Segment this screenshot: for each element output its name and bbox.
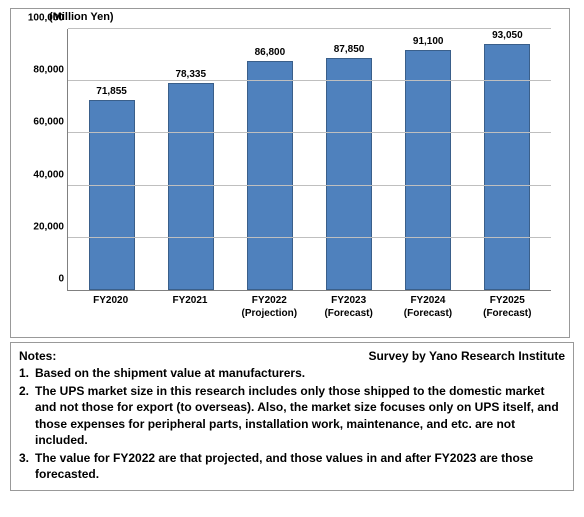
grid-line <box>68 28 551 29</box>
bar-group: 86,800 <box>233 47 307 290</box>
note-text: The UPS market size in this research inc… <box>35 383 565 448</box>
bar <box>405 50 451 291</box>
note-item: 1.Based on the shipment value at manufac… <box>19 365 565 381</box>
bar-group: 93,050 <box>470 30 544 290</box>
y-tick-label: 20,000 <box>16 221 64 232</box>
bar-value-label: 93,050 <box>492 30 523 41</box>
y-tick-label: 60,000 <box>16 117 64 128</box>
x-tick-label: FY2022(Projection) <box>232 293 306 333</box>
grid-line <box>68 185 551 186</box>
bar-group: 91,100 <box>391 36 465 291</box>
bar-value-label: 71,855 <box>96 86 127 97</box>
note-number: 1. <box>19 365 35 381</box>
note-number: 3. <box>19 450 35 482</box>
x-tick-label: FY2023(Forecast) <box>312 293 386 333</box>
x-tick-label: FY2025(Forecast) <box>470 293 544 333</box>
grid-line <box>68 80 551 81</box>
note-number: 2. <box>19 383 35 448</box>
note-text: The value for FY2022 are that projected,… <box>35 450 565 482</box>
grid-line <box>68 237 551 238</box>
y-tick-label: 0 <box>16 274 64 285</box>
bar-value-label: 78,335 <box>175 69 206 80</box>
grid-line <box>68 132 551 133</box>
bar-value-label: 91,100 <box>413 36 444 47</box>
y-tick-label: 40,000 <box>16 169 64 180</box>
note-text: Based on the shipment value at manufactu… <box>35 365 565 381</box>
y-tick-label: 100,000 <box>16 13 64 24</box>
chart-plot-area: 71,85578,33586,80087,85091,10093,050 020… <box>67 29 551 291</box>
x-labels-container: FY2020FY2021FY2022(Projection)FY2023(For… <box>67 293 551 333</box>
x-tick-label: FY2024(Forecast) <box>391 293 465 333</box>
note-item: 3.The value for FY2022 are that projecte… <box>19 450 565 482</box>
note-item: 2.The UPS market size in this research i… <box>19 383 565 448</box>
bar <box>168 83 214 290</box>
bar-value-label: 86,800 <box>255 47 286 58</box>
bar-group: 71,855 <box>75 86 149 290</box>
bar-value-label: 87,850 <box>334 44 365 55</box>
bar <box>326 58 372 290</box>
chart-frame: (Million Yen) 71,85578,33586,80087,85091… <box>10 8 570 338</box>
notes-list: 1.Based on the shipment value at manufac… <box>19 365 565 482</box>
bar <box>484 44 530 290</box>
notes-title: Notes: <box>19 349 56 363</box>
bar <box>247 61 293 290</box>
notes-header-row: Notes: Survey by Yano Research Institute <box>19 349 565 363</box>
x-tick-label: FY2021 <box>153 293 227 333</box>
x-tick-label: FY2020 <box>74 293 148 333</box>
bars-container: 71,855 78,335 86,800 87,850 91,100 93,050 <box>68 29 551 290</box>
survey-attribution: Survey by Yano Research Institute <box>368 349 565 363</box>
y-tick-label: 80,000 <box>16 65 64 76</box>
notes-block: Notes: Survey by Yano Research Institute… <box>10 342 574 491</box>
bar <box>89 100 135 290</box>
bar-group: 78,335 <box>154 69 228 290</box>
